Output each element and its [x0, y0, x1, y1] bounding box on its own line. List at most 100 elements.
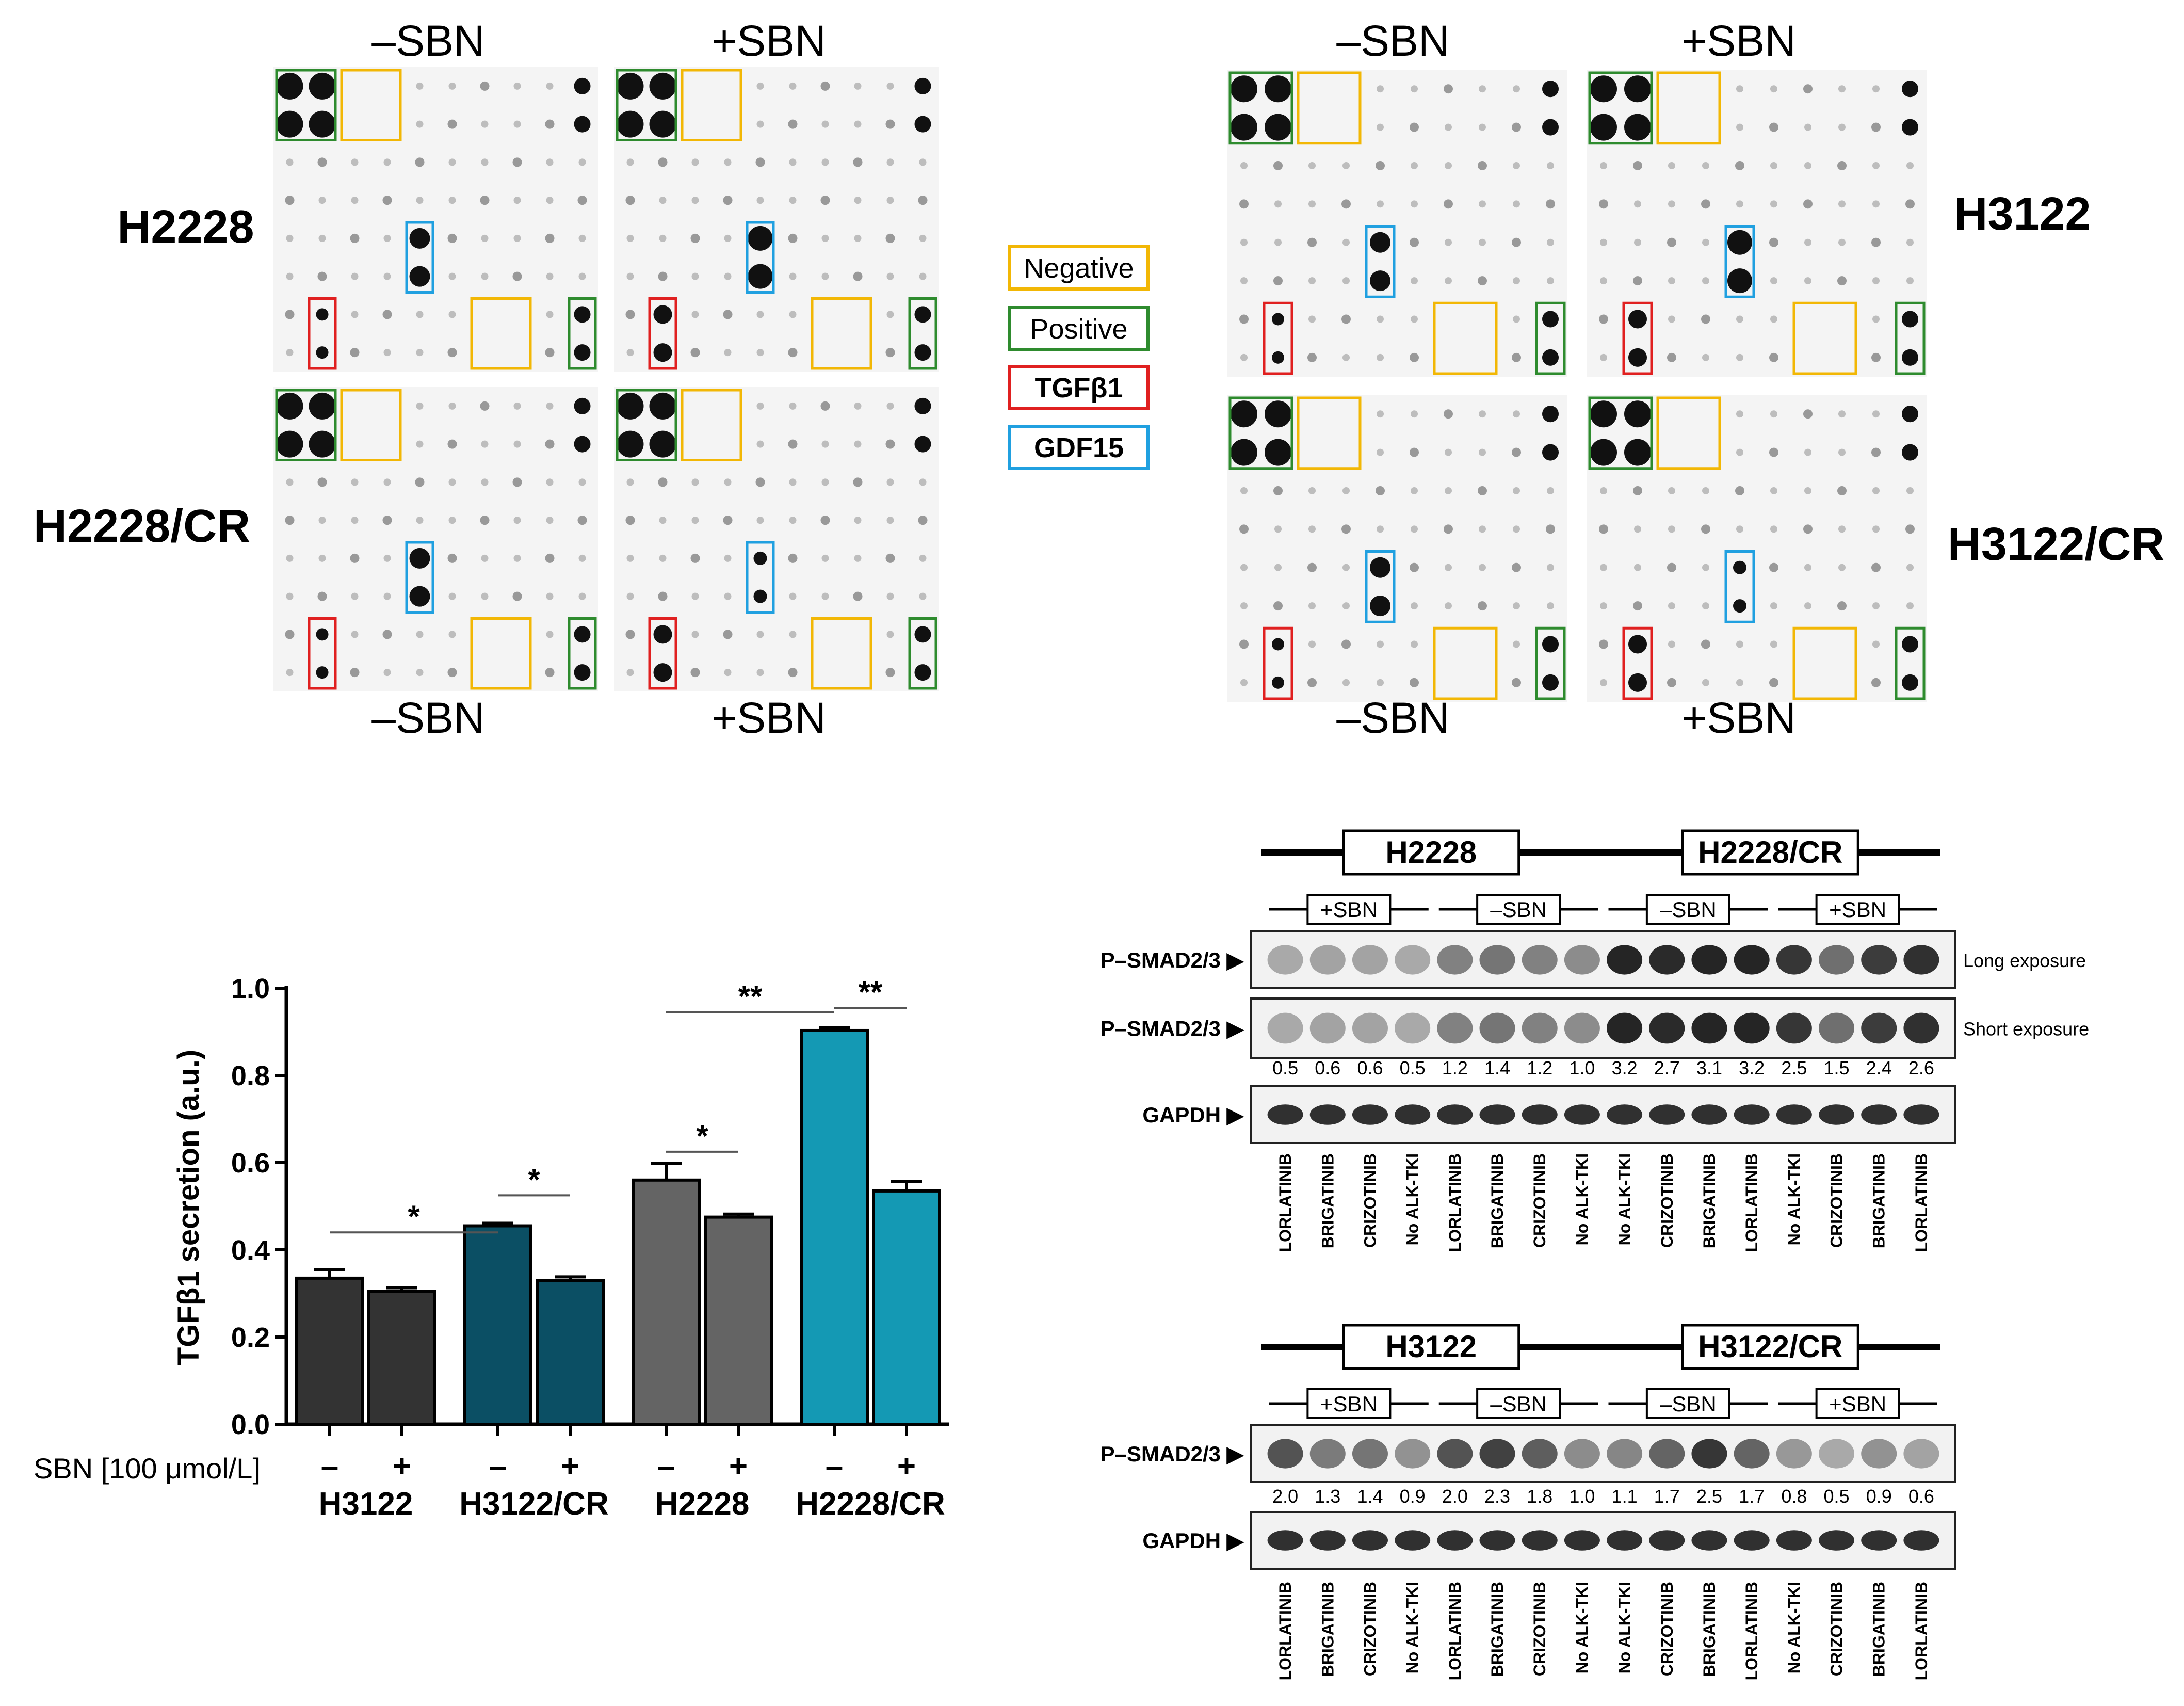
dot-spot	[1411, 162, 1418, 169]
chart-group-label: H3122/CR	[459, 1486, 608, 1522]
blot-lane-label: BRIGATINIB	[1700, 1153, 1719, 1248]
blot-quant-value: 2.3	[1484, 1486, 1510, 1507]
dot-spot	[383, 349, 391, 357]
dot-spot	[448, 478, 456, 486]
blot-lane-label: CRIZOTINIB	[1361, 1582, 1379, 1676]
dot-spot	[545, 233, 555, 243]
dot-spot	[1872, 315, 1880, 323]
dot-spot	[1272, 351, 1284, 364]
dot-spot	[513, 197, 521, 204]
dot-spot	[1341, 199, 1351, 209]
blot-panel-bottom: H3122 H3122/CR +SBN –SBN –SBN +SBN P–SMAD2/3 ▶…	[1101, 1324, 1956, 1680]
blot-band	[1649, 1439, 1685, 1469]
dot-spot	[1542, 636, 1559, 653]
dot-spot	[309, 72, 336, 100]
dot-spot	[1513, 487, 1520, 494]
dot-spot	[383, 234, 391, 242]
dot-spot	[854, 554, 862, 562]
dot-spot	[914, 116, 931, 133]
tgfb1-spot-box	[1263, 626, 1293, 700]
dot-spot	[1667, 562, 1676, 572]
dot-spot	[885, 348, 895, 358]
blot-band	[1819, 1439, 1855, 1469]
dot-spot	[1547, 162, 1554, 169]
dot-spot	[1770, 315, 1777, 323]
dot-spot	[1634, 200, 1641, 208]
dot-spot	[1600, 238, 1607, 246]
dot-spot	[1769, 352, 1778, 362]
dot-spot	[1376, 486, 1385, 495]
positive-control-box	[1228, 71, 1293, 145]
array-right-bottom-header-2: +SBN	[1681, 694, 1796, 742]
dot-spot	[1804, 162, 1811, 169]
dot-spot	[1377, 85, 1384, 93]
blot-band	[1267, 1104, 1303, 1125]
dot-spot	[1411, 410, 1418, 418]
dot-spot	[1479, 85, 1486, 93]
dot-spot	[1600, 277, 1607, 285]
dot-spot	[318, 197, 326, 204]
dot-spot	[886, 402, 894, 410]
gdf15-spot-box	[405, 541, 434, 614]
dot-spot	[512, 271, 522, 281]
blot-condition-label: –SBN	[1660, 1392, 1717, 1416]
dot-spot	[690, 348, 700, 358]
positive-control-box	[1535, 301, 1566, 375]
dot-spot	[1542, 349, 1559, 366]
dot-spot	[1308, 525, 1316, 533]
dot-spot	[1377, 315, 1384, 323]
positive-control-box	[908, 617, 937, 690]
dot-spot	[286, 478, 294, 486]
dot-spot	[724, 669, 732, 677]
blot-band	[1564, 945, 1600, 975]
dot-spot	[1512, 678, 1521, 687]
dot-spot	[574, 344, 591, 361]
blot-lane-label: BRIGATINIB	[1318, 1582, 1337, 1677]
blot-condition-label: +SBN	[1320, 897, 1378, 922]
dot-spot	[789, 402, 797, 410]
blot-lane-label: CRIZOTINIB	[1530, 1582, 1549, 1676]
blot-condition-label: –SBN	[1660, 897, 1717, 922]
dot-spot	[625, 196, 635, 205]
chart-y-tick-label: 0.2	[231, 1322, 270, 1353]
dot-spot	[285, 310, 295, 319]
dot-spot	[1702, 602, 1709, 610]
blot-lane-label: No ALK-TKI	[1785, 1582, 1803, 1673]
dot-spot	[513, 402, 521, 410]
dot-spot	[383, 272, 391, 280]
dot-spot	[481, 554, 489, 562]
tgfb1-spot-box	[1622, 301, 1653, 375]
blot-band	[1861, 1530, 1897, 1551]
dot-spot	[755, 477, 765, 487]
dot-spot	[481, 234, 489, 242]
dot-spot	[1770, 640, 1777, 648]
dot-spot	[885, 119, 895, 129]
dot-spot	[820, 81, 830, 91]
dot-spot	[546, 631, 554, 638]
dot-spot	[1307, 352, 1317, 362]
blot-quant-value: 0.8	[1781, 1486, 1807, 1507]
blot-quant-value: 3.1	[1696, 1057, 1722, 1079]
dot-spot	[1341, 524, 1351, 534]
negative-control-box	[811, 297, 872, 370]
dot-spot	[789, 631, 797, 638]
dot-spot	[1512, 447, 1521, 457]
dot-spot	[317, 157, 327, 167]
dot-spot	[1628, 635, 1647, 654]
chart-significance-mark: **	[859, 975, 883, 1009]
dot-spot	[1410, 447, 1419, 457]
dot-spot	[1668, 602, 1675, 610]
dot-spot	[416, 120, 424, 128]
dot-spot	[854, 440, 862, 448]
array-right-row-label-1: H3122	[1954, 188, 2091, 240]
dot-spot	[1513, 277, 1520, 285]
dot-spot	[1736, 640, 1743, 648]
dot-spot	[318, 517, 326, 524]
dot-spot	[1628, 348, 1647, 367]
dot-spot	[1624, 75, 1651, 103]
dot-spot	[1736, 315, 1743, 323]
dot-spot	[1445, 602, 1452, 610]
dot-spot	[512, 157, 522, 167]
dot-spot	[480, 516, 490, 525]
dot-blot-array-2	[614, 67, 939, 372]
